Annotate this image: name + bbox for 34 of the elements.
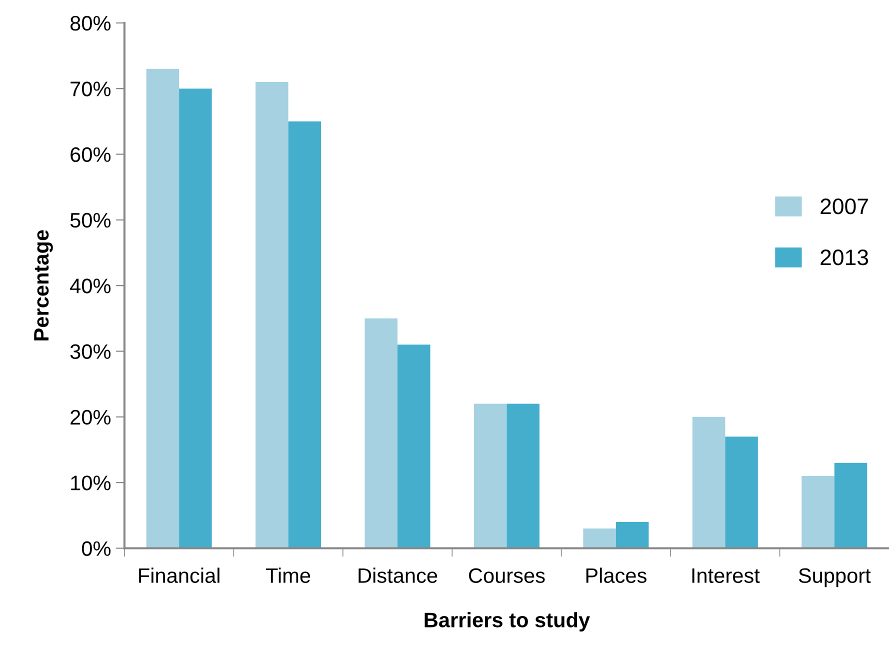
- y-tick-label: 30%: [70, 344, 111, 359]
- bar: [256, 82, 288, 548]
- x-tick-label: Interest: [692, 568, 760, 583]
- y-tick-label: 20%: [70, 410, 111, 425]
- bar: [288, 121, 322, 548]
- y-tick-label: 10%: [71, 476, 111, 490]
- y-axis-title: Percentage: [34, 230, 53, 340]
- y-tick-label: 80%: [70, 16, 111, 31]
- bar: [692, 416, 726, 548]
- bar: [506, 404, 540, 548]
- x-tick-label: Support: [798, 568, 871, 588]
- bar: [616, 522, 649, 548]
- bar: [802, 476, 834, 548]
- x-tick-label: Distance: [358, 568, 438, 583]
- bar: [146, 68, 180, 548]
- bar: [474, 404, 507, 548]
- legend-label: 2013: [820, 250, 868, 266]
- bar: [364, 318, 398, 548]
- x-tick-label: Financial: [139, 568, 220, 583]
- x-tick-label: Time: [266, 568, 310, 583]
- y-tick-label: 60%: [70, 147, 111, 162]
- bar: [398, 344, 430, 548]
- y-tick-label: 40%: [70, 278, 111, 294]
- bar: [834, 462, 868, 548]
- x-tick-label: Places: [586, 568, 646, 583]
- x-axis-title: Barriers to study: [424, 612, 590, 632]
- bar: [179, 88, 212, 548]
- y-tick-label: 70%: [70, 82, 111, 96]
- x-tick-label: Courses: [469, 568, 545, 583]
- legend-label: 2007: [820, 198, 868, 214]
- y-tick-label: 0%: [82, 541, 111, 556]
- bar: [583, 528, 616, 548]
- y-tick-label: 50%: [70, 212, 111, 228]
- bar: [725, 436, 758, 548]
